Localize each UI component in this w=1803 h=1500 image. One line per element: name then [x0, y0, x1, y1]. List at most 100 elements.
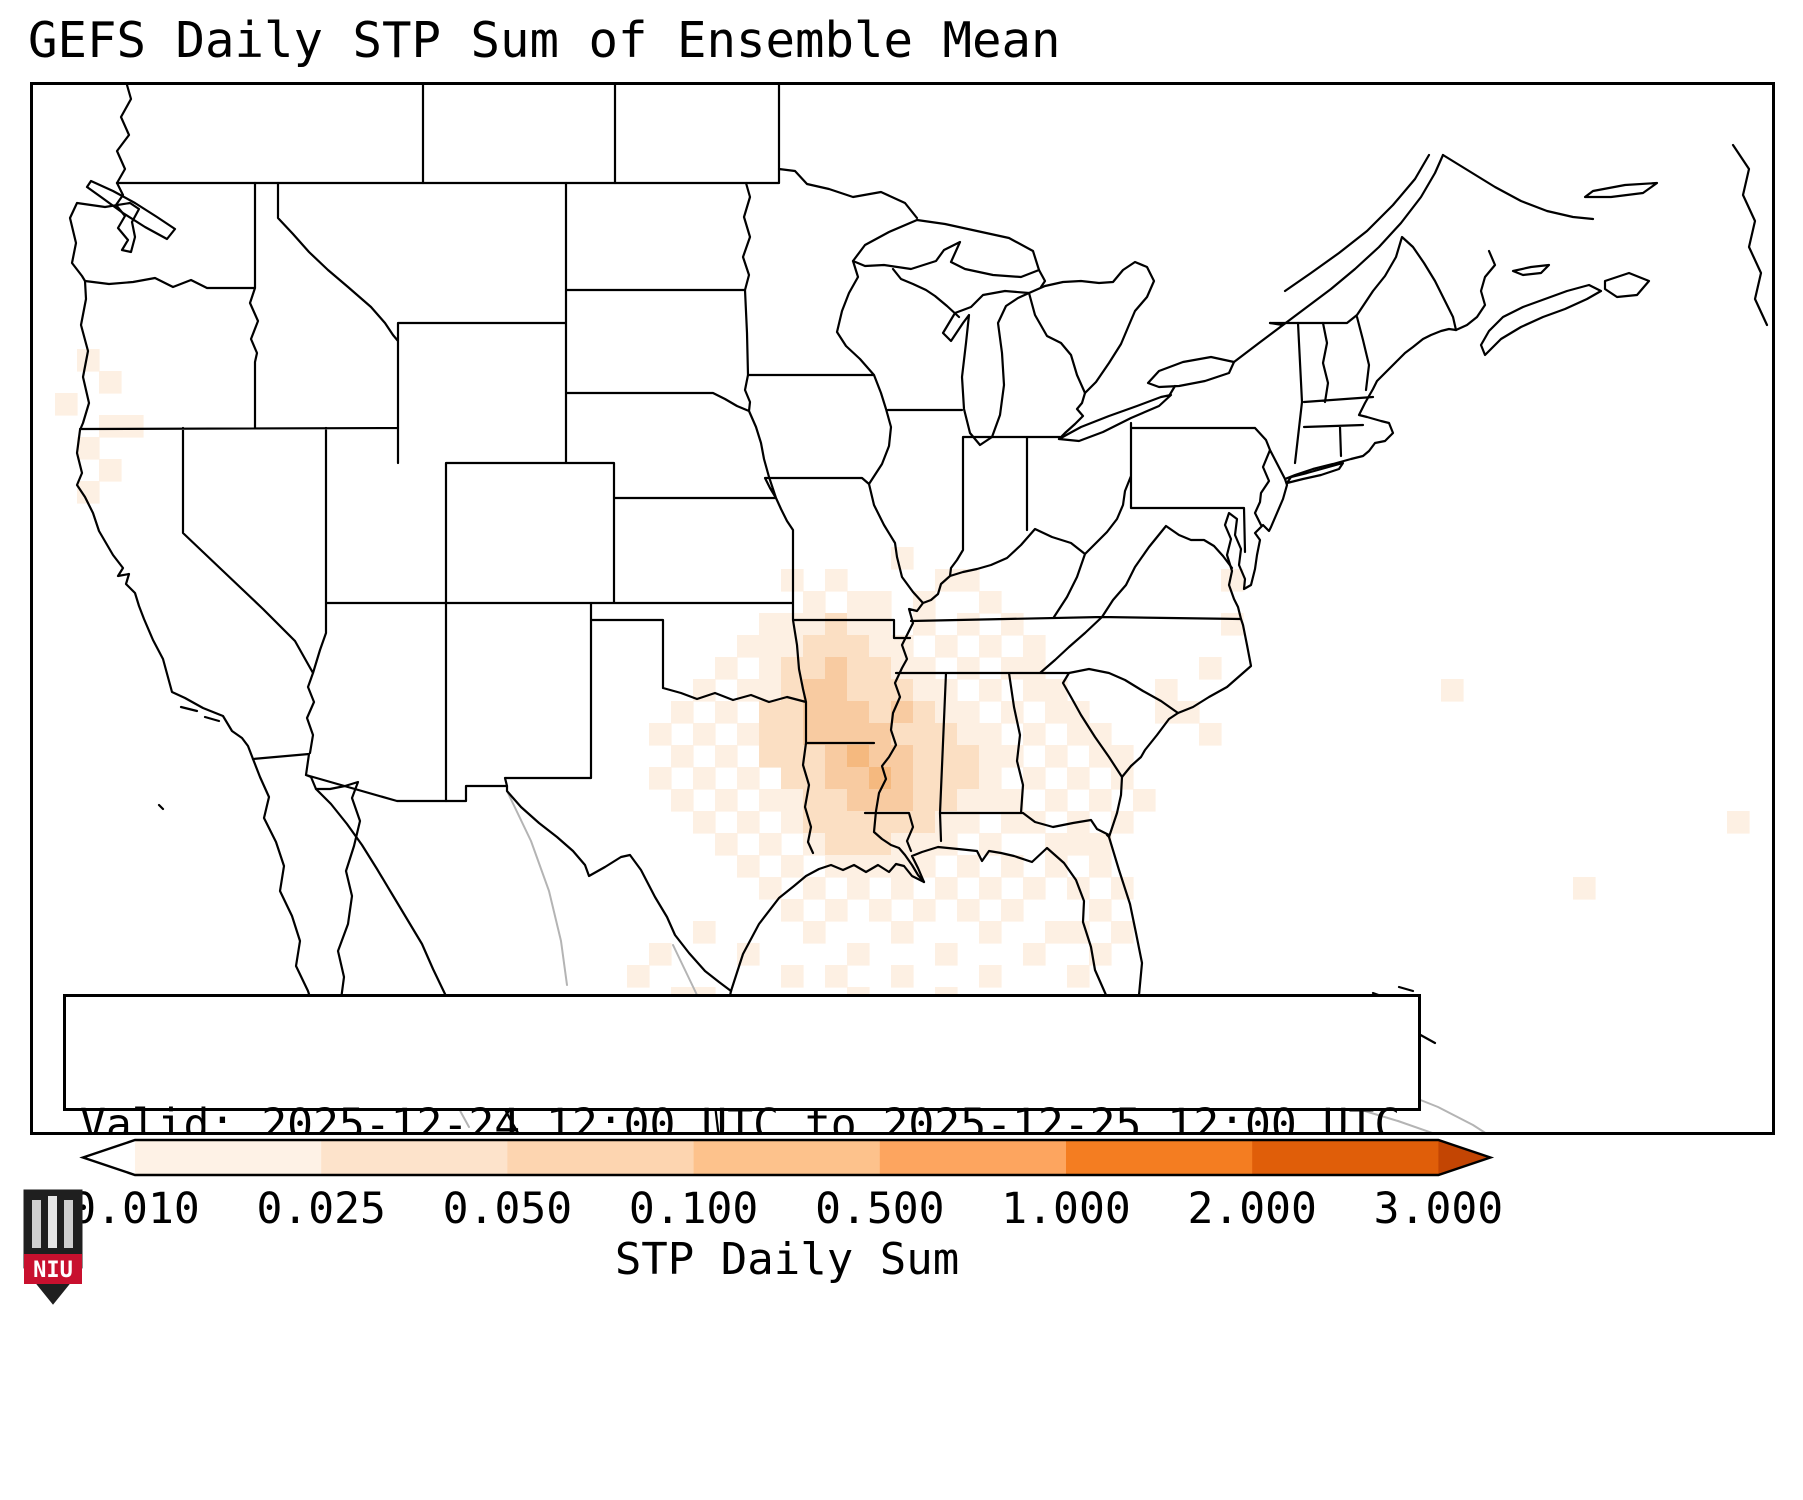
stp-grid-cell	[1023, 679, 1046, 702]
stp-grid-cell	[957, 767, 980, 790]
stp-grid-cell	[77, 349, 100, 372]
stp-grid-cell	[979, 833, 1002, 856]
stp-grid-cell	[891, 965, 914, 988]
state-borders	[78, 181, 1375, 884]
colorbar-tick-labels: 0.010 0.025 0.050 0.100 0.500 1.000 2.000 3.000	[0, 1184, 1803, 1234]
stp-grid-cell	[1001, 899, 1024, 922]
stp-grid-cell	[935, 943, 958, 966]
stp-grid-cell	[77, 437, 100, 460]
channel-islands	[157, 705, 221, 811]
stp-grid-cell	[1045, 833, 1068, 856]
stp-grid-cell	[1089, 943, 1112, 966]
canada-province-borders	[421, 85, 781, 185]
stp-grid-cell	[869, 767, 892, 790]
stp-grid-cell	[1089, 899, 1112, 922]
stp-grid-cell	[1089, 833, 1112, 856]
stp-grid-cell	[891, 811, 914, 834]
stp-grid-cell	[803, 723, 826, 746]
lake-huron	[1027, 260, 1156, 395]
stp-grid-cell	[1001, 657, 1024, 680]
stp-grid-cell	[935, 701, 958, 724]
stp-grid-cell	[715, 701, 738, 724]
stp-grid-cell	[957, 613, 980, 636]
stp-grid-cell	[1111, 921, 1134, 944]
stp-grid-cell	[847, 811, 870, 834]
stp-grid-cell	[715, 657, 738, 680]
colorbar-tick-label: 0.500	[815, 1184, 945, 1234]
niu-castle-pillar	[32, 1200, 41, 1248]
valid-time-text: Valid: 2025-12-24 12:00 UTC to 2025-12-2…	[80, 1100, 1401, 1135]
stp-grid-cell	[99, 371, 122, 394]
canada-border	[115, 167, 919, 220]
stp-grid-cell	[979, 767, 1002, 790]
us-state-border-lines	[78, 181, 1375, 884]
stp-grid-cell	[1199, 723, 1222, 746]
stp-grid-cell	[847, 635, 870, 658]
lake-erie	[1057, 393, 1173, 443]
colorbar-body	[79, 1138, 1495, 1177]
stp-grid-cell	[803, 745, 826, 768]
colorbar-tick-label: 1.000	[1001, 1184, 1131, 1234]
stp-grid-cell	[869, 679, 892, 702]
colorbar-tick-label: 0.025	[256, 1184, 386, 1234]
stp-grid-cell	[847, 591, 870, 614]
stp-grid-cell	[825, 657, 848, 680]
valid-run-info-box: Valid: 2025-12-24 12:00 UTC to 2025-12-2…	[63, 994, 1421, 1132]
stp-grid-cell	[1111, 877, 1134, 900]
stp-grid-cell	[913, 899, 936, 922]
stp-grid-cell	[869, 723, 892, 746]
stp-grid-cell	[1089, 789, 1112, 812]
stp-grid-cell	[847, 657, 870, 680]
stp-grid-cell	[759, 789, 782, 812]
stp-grid-cell	[847, 613, 870, 636]
stp-grid-cell	[825, 745, 848, 768]
stp-grid-cell	[891, 547, 914, 570]
stp-grid-cell	[979, 745, 1002, 768]
stp-grid-cell	[913, 767, 936, 790]
stp-grid-cell	[957, 899, 980, 922]
vancouver-island	[85, 179, 177, 241]
colorbar-tick-label: 2.000	[1187, 1184, 1317, 1234]
stp-grid-cell	[803, 833, 826, 856]
stp-grid-cell	[825, 701, 848, 724]
stp-grid-cell	[825, 899, 848, 922]
stp-grid-cell	[1089, 745, 1112, 768]
stp-grid-cell	[957, 745, 980, 768]
stp-grid-cell	[847, 723, 870, 746]
atlantic-coastline	[1107, 327, 1458, 839]
stp-grid-cell	[759, 723, 782, 746]
stp-grid-cell	[627, 965, 650, 988]
stp-grid-cell	[847, 789, 870, 812]
stp-grid-cell	[649, 943, 672, 966]
stp-grid-cell	[759, 833, 782, 856]
stp-grid-cell	[825, 767, 848, 790]
stp-grid-cell	[825, 789, 848, 812]
colorbar-segment	[321, 1140, 509, 1175]
stp-grid-cell	[1089, 723, 1112, 746]
stp-grid-cell	[1067, 767, 1090, 790]
stp-grid-cell	[935, 877, 958, 900]
stp-grid-cell	[737, 855, 760, 878]
stp-grid-cell	[935, 833, 958, 856]
stp-grid-cell	[847, 833, 870, 856]
colorbar-segment	[135, 1140, 323, 1175]
page-title: GEFS Daily STP Sum of Ensemble Mean	[28, 12, 1061, 69]
stp-grid-cell	[869, 701, 892, 724]
stp-grid-cell	[847, 745, 870, 768]
stp-grid-cell	[55, 393, 78, 416]
stp-grid-cell	[1727, 811, 1750, 834]
stp-grid-cell	[979, 679, 1002, 702]
stp-grid-cell	[1023, 635, 1046, 658]
colorbar-tick-label: 3.000	[1373, 1184, 1504, 1234]
colorbar-axis-label: STP Daily Sum	[614, 1234, 960, 1285]
stp-grid-cell	[781, 789, 804, 812]
stp-grid-cell	[1023, 767, 1046, 790]
stp-grid-cell	[979, 635, 1002, 658]
stp-grid-cell	[1001, 745, 1024, 768]
stp-grid-cell	[781, 635, 804, 658]
stp-grid-cell	[847, 701, 870, 724]
stp-grid-cell	[649, 767, 672, 790]
map-frame: Valid: 2025-12-24 12:00 UTC to 2025-12-2…	[30, 82, 1775, 1135]
stp-grid-cell	[781, 855, 804, 878]
